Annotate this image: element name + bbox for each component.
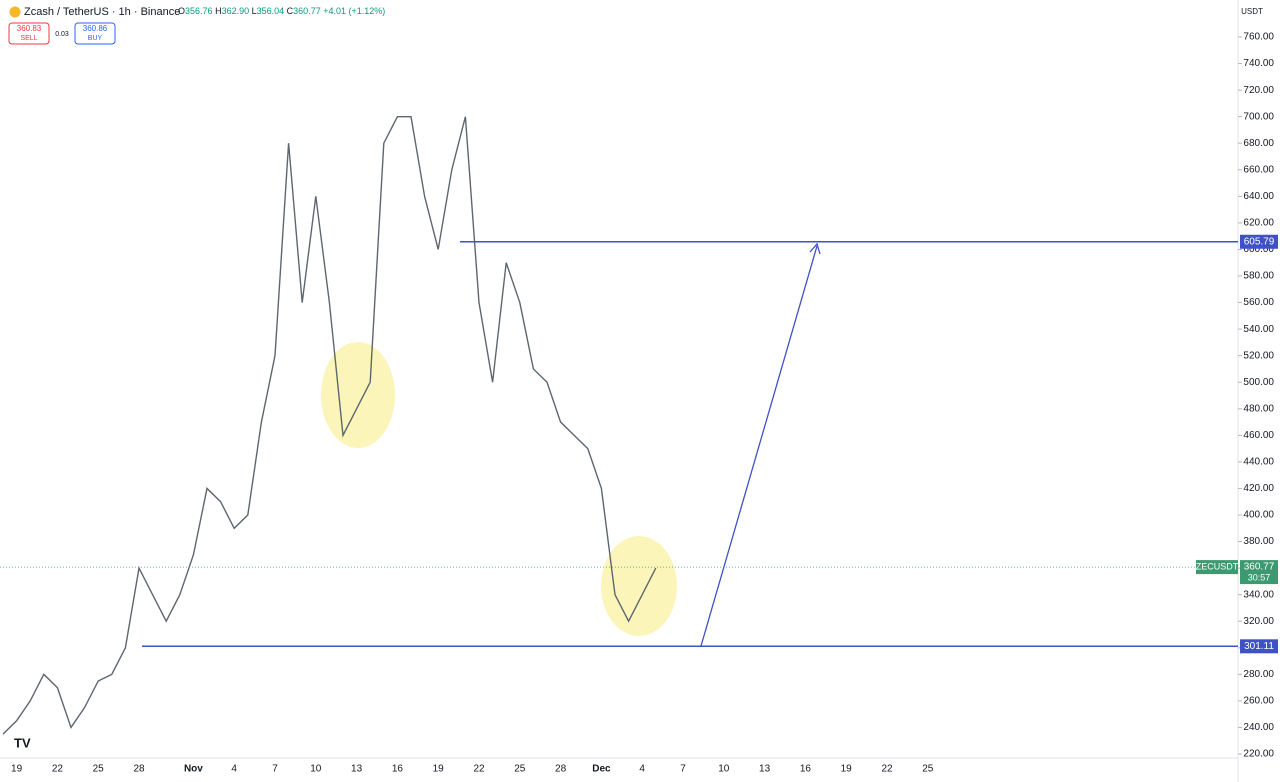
y-tick-label: 520.00 bbox=[1243, 350, 1274, 361]
y-tick-label: 380.00 bbox=[1243, 536, 1274, 547]
y-tick-label: 500.00 bbox=[1243, 377, 1274, 388]
y-tick-label: 600.00 bbox=[1243, 244, 1274, 255]
x-tick-label: 28 bbox=[133, 764, 145, 775]
ohlc-value: 360.77 bbox=[293, 6, 321, 16]
highlight bbox=[321, 342, 395, 448]
x-tick-label: 19 bbox=[841, 764, 853, 775]
ohlc-label: H bbox=[215, 6, 222, 16]
x-tick-label: 28 bbox=[555, 764, 567, 775]
sell-price: 360.83 bbox=[17, 24, 42, 33]
projection-arrow bbox=[700, 245, 818, 647]
y-tick-label: 260.00 bbox=[1243, 696, 1274, 707]
ohlc-label: O bbox=[178, 6, 185, 16]
y-tick-label: 580.00 bbox=[1243, 271, 1274, 282]
y-tick-label: 700.00 bbox=[1243, 111, 1274, 122]
x-tick-label: 19 bbox=[433, 764, 445, 775]
level-badge-label: 605.79 bbox=[1244, 236, 1275, 247]
x-tick-label: 16 bbox=[392, 764, 404, 775]
price-line bbox=[2, 115, 657, 735]
buy-label: BUY bbox=[88, 35, 103, 42]
x-tick-label: 10 bbox=[310, 764, 322, 775]
ohlc-label: L bbox=[252, 6, 257, 16]
y-tick-label: 680.00 bbox=[1243, 138, 1274, 149]
y-tick-label: 560.00 bbox=[1243, 297, 1274, 308]
ohlc-label: C bbox=[287, 6, 294, 16]
y-tick-label: 220.00 bbox=[1243, 749, 1274, 760]
x-tick-label: 4 bbox=[639, 764, 645, 775]
sell-label: SELL bbox=[20, 35, 37, 42]
y-tick-label: 440.00 bbox=[1243, 457, 1274, 468]
highlight bbox=[601, 536, 677, 636]
ohlc-value: 356.04 bbox=[257, 6, 285, 16]
y-tick-label: 740.00 bbox=[1243, 58, 1274, 69]
level-badge-label: 301.11 bbox=[1244, 641, 1274, 652]
price-badge bbox=[1240, 560, 1278, 585]
ohlc-value: 362.90 bbox=[222, 6, 250, 16]
x-tick-label: 7 bbox=[680, 764, 686, 775]
x-tick-label: 10 bbox=[718, 764, 730, 775]
x-tick-label: 25 bbox=[922, 764, 934, 775]
buy-button[interactable] bbox=[74, 22, 116, 45]
y-tick-label: 420.00 bbox=[1243, 483, 1274, 494]
symbol-title: Zcash / TetherUS · 1h · Binance bbox=[24, 6, 180, 18]
x-tick-label: 25 bbox=[93, 764, 105, 775]
level-badge bbox=[1240, 234, 1278, 249]
x-tick-label: 16 bbox=[800, 764, 812, 775]
spread: 0.03 bbox=[55, 31, 69, 38]
symbol-badge-label: ZECUSDT bbox=[1196, 561, 1239, 571]
y-tick-label: 760.00 bbox=[1243, 32, 1274, 43]
x-tick-label: 22 bbox=[881, 764, 893, 775]
logo: TV bbox=[14, 735, 31, 750]
ohlc: O356.76 H362.90 L356.04 C360.77 +4.01 (+… bbox=[178, 6, 385, 16]
buy-price: 360.86 bbox=[83, 24, 108, 33]
coin-icon bbox=[9, 6, 21, 18]
y-tick-label: 240.00 bbox=[1243, 722, 1274, 733]
currency-select[interactable]: USDT bbox=[1241, 7, 1263, 16]
y-tick-label: 720.00 bbox=[1243, 85, 1274, 96]
x-tick-label: 22 bbox=[473, 764, 485, 775]
y-tick-label: 400.00 bbox=[1243, 510, 1274, 521]
x-tick-label: 22 bbox=[52, 764, 64, 775]
ohlc-value: 356.76 bbox=[185, 6, 213, 16]
y-tick-label: 480.00 bbox=[1243, 403, 1274, 414]
level-badge bbox=[1240, 639, 1278, 654]
y-tick-label: 280.00 bbox=[1243, 669, 1274, 680]
y-tick-label: 640.00 bbox=[1243, 191, 1274, 202]
x-tick-label: Dec bbox=[592, 764, 611, 775]
x-tick-label: 13 bbox=[759, 764, 771, 775]
price-badge-value: 360.77 bbox=[1244, 562, 1275, 573]
x-tick-label: 19 bbox=[11, 764, 23, 775]
x-tick-label: 7 bbox=[272, 764, 278, 775]
x-tick-label: Nov bbox=[184, 764, 203, 775]
y-tick-label: 660.00 bbox=[1243, 164, 1274, 175]
y-tick-label: 620.00 bbox=[1243, 218, 1274, 229]
x-tick-label: 25 bbox=[514, 764, 526, 775]
sell-button[interactable] bbox=[8, 22, 50, 45]
y-tick-label: 340.00 bbox=[1243, 589, 1274, 600]
y-tick-label: 320.00 bbox=[1243, 616, 1274, 627]
symbol-badge bbox=[1196, 560, 1238, 575]
y-tick-label: 540.00 bbox=[1243, 324, 1274, 335]
x-tick-label: 13 bbox=[351, 764, 363, 775]
y-tick-label: 460.00 bbox=[1243, 430, 1274, 441]
change: +4.01 (+1.12%) bbox=[323, 6, 385, 16]
x-tick-label: 4 bbox=[231, 764, 237, 775]
price-badge-countdown: 30:57 bbox=[1248, 572, 1271, 582]
arrow-head bbox=[809, 242, 821, 255]
